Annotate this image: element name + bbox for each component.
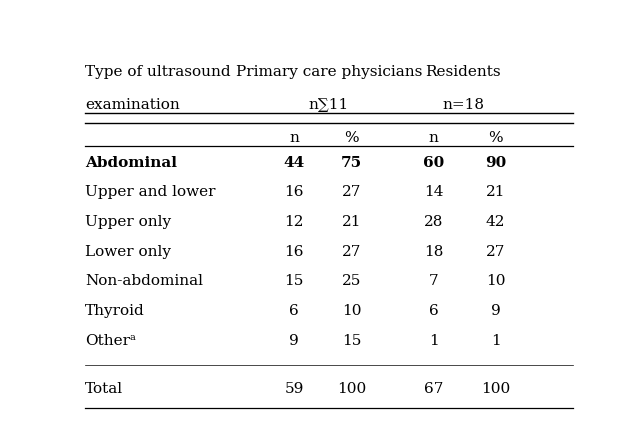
Text: 12: 12 [284,215,304,229]
Text: %: % [489,131,503,145]
Text: 15: 15 [342,334,361,348]
Text: n: n [290,131,299,145]
Text: 6: 6 [429,304,438,318]
Text: 21: 21 [342,215,361,229]
Text: Upper only: Upper only [85,215,171,229]
Text: Otherᵃ: Otherᵃ [85,334,136,348]
Text: 16: 16 [284,185,304,199]
Text: 25: 25 [342,275,361,288]
Text: Residents: Residents [426,65,501,79]
Text: 27: 27 [342,245,361,259]
Text: 18: 18 [424,245,443,259]
Text: Primary care physicians: Primary care physicians [236,65,422,79]
Text: 21: 21 [486,185,505,199]
Text: 44: 44 [284,156,305,169]
Text: 7: 7 [429,275,438,288]
Text: 15: 15 [284,275,304,288]
Text: 28: 28 [424,215,443,229]
Text: 14: 14 [424,185,443,199]
Text: Thyroid: Thyroid [85,304,145,318]
Text: 10: 10 [486,275,505,288]
Text: 10: 10 [342,304,361,318]
Text: 75: 75 [341,156,362,169]
Text: 100: 100 [337,382,366,396]
Text: 9: 9 [290,334,299,348]
Text: Abdominal: Abdominal [85,156,177,169]
Text: 60: 60 [423,156,444,169]
Text: examination: examination [85,98,180,112]
Text: 67: 67 [424,382,443,396]
Text: Type of ultrasound: Type of ultrasound [85,65,231,79]
Text: 90: 90 [485,156,507,169]
Text: 1: 1 [491,334,501,348]
Text: 59: 59 [284,382,304,396]
Text: Lower only: Lower only [85,245,171,259]
Text: 6: 6 [290,304,299,318]
Text: Upper and lower: Upper and lower [85,185,216,199]
Text: n: n [429,131,438,145]
Text: 100: 100 [481,382,510,396]
Text: 42: 42 [486,215,505,229]
Text: n∑11: n∑11 [309,98,349,112]
Text: 27: 27 [486,245,505,259]
Text: Total: Total [85,382,123,396]
Text: 16: 16 [284,245,304,259]
Text: %: % [344,131,359,145]
Text: n=18: n=18 [442,98,484,112]
Text: 9: 9 [491,304,501,318]
Text: Non-abdominal: Non-abdominal [85,275,204,288]
Text: 1: 1 [429,334,438,348]
Text: 27: 27 [342,185,361,199]
